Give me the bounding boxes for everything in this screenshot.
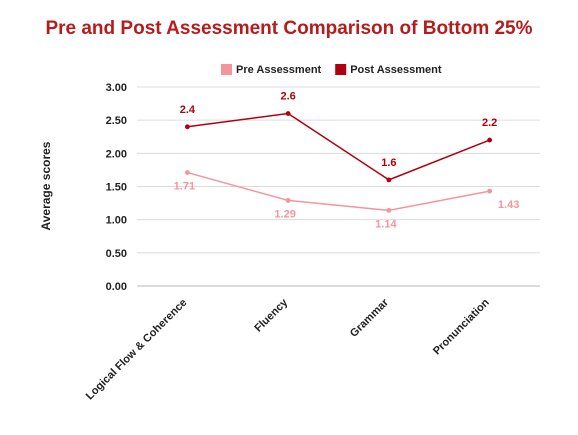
data-label-pre: 1.43 bbox=[498, 199, 519, 211]
y-tick-label: 1.50 bbox=[106, 182, 127, 194]
y-axis-label: Average scores bbox=[39, 141, 53, 230]
y-tick-label: 0.50 bbox=[106, 248, 127, 260]
x-tick-label: Logical Flow & Coherence bbox=[84, 297, 190, 403]
legend-swatch-pre bbox=[221, 64, 232, 75]
legend-swatch-post bbox=[335, 64, 347, 75]
x-tick-label: Pronunciation bbox=[431, 296, 492, 357]
y-tick-label: 0.00 bbox=[106, 281, 127, 293]
data-point-pre bbox=[285, 198, 291, 203]
data-point-post bbox=[386, 177, 392, 183]
y-tick-label: 2.00 bbox=[106, 148, 127, 160]
x-tick-label: Fluency bbox=[252, 296, 291, 335]
series-line-pre bbox=[187, 171, 490, 212]
data-point-pre bbox=[487, 188, 493, 194]
legend-label-post: Post Assessment bbox=[350, 64, 442, 76]
data-point-post bbox=[487, 137, 493, 143]
data-point-post bbox=[285, 111, 291, 116]
data-label-post: 2.2 bbox=[482, 117, 497, 129]
legend-label-pre: Pre Assessment bbox=[236, 64, 322, 76]
data-label-post: 2.6 bbox=[280, 91, 295, 103]
data-point-pre bbox=[386, 207, 392, 213]
data-label-pre: 1.71 bbox=[174, 181, 195, 193]
data-point-post bbox=[184, 124, 190, 130]
x-tick-label: Grammar bbox=[348, 296, 392, 340]
y-tick-label: 3.00 bbox=[106, 82, 127, 94]
data-label-post: 2.4 bbox=[180, 104, 196, 116]
data-label-post: 1.6 bbox=[381, 157, 396, 169]
chart-title: Pre and Post Assessment Comparison of Bo… bbox=[45, 18, 533, 39]
y-tick-label: 2.50 bbox=[106, 115, 127, 127]
data-label-pre: 1.14 bbox=[375, 218, 397, 230]
series-line-post bbox=[187, 112, 490, 181]
y-tick-label: 1.00 bbox=[106, 215, 127, 227]
data-point-pre bbox=[184, 170, 190, 175]
data-label-pre: 1.29 bbox=[274, 208, 295, 220]
